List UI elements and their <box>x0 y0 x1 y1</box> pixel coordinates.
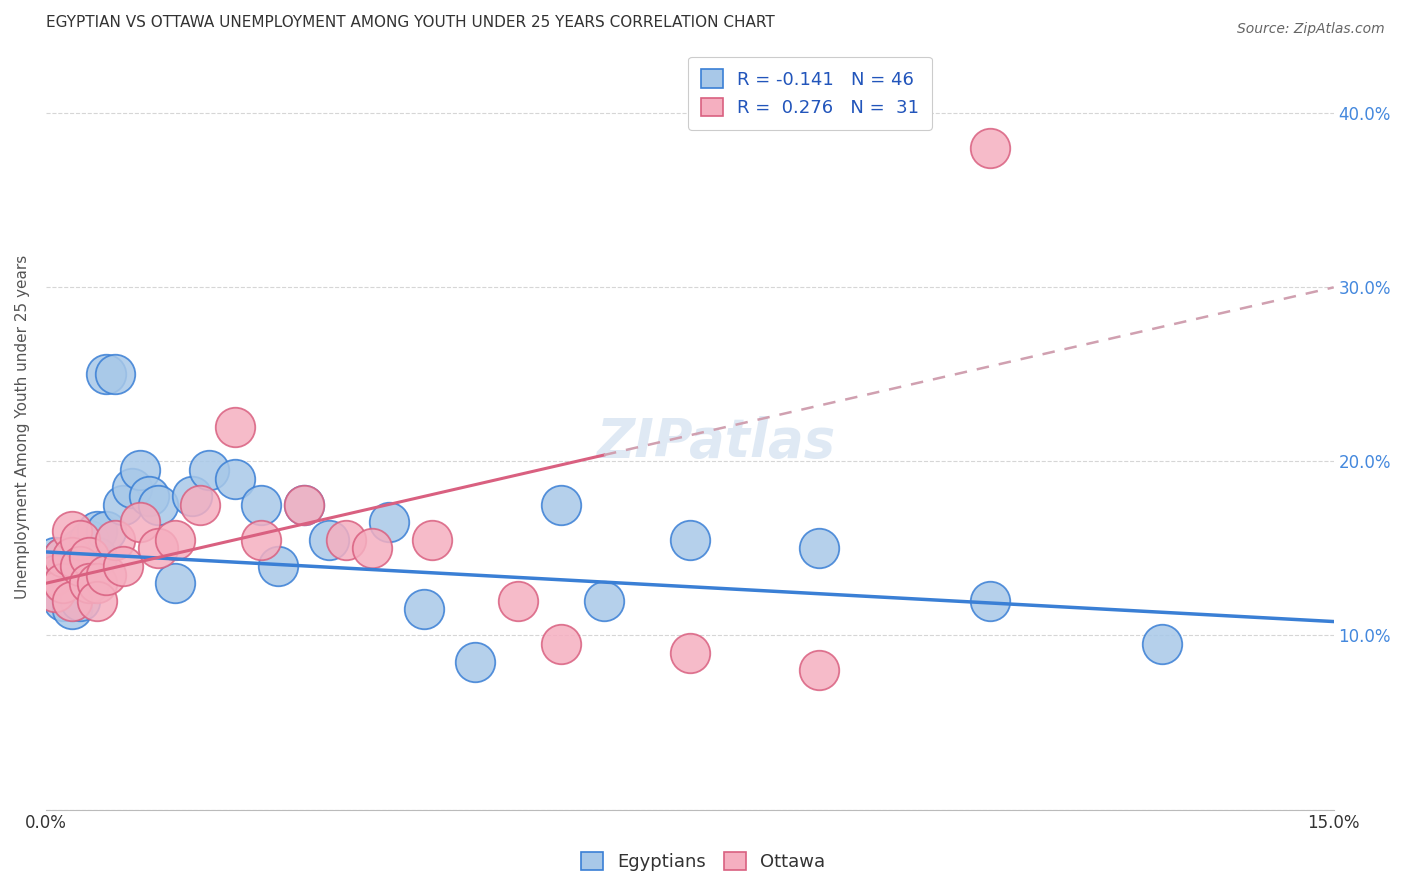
Point <box>104 533 127 547</box>
Point <box>112 498 135 512</box>
Point <box>550 498 572 512</box>
Point <box>77 533 100 547</box>
Point <box>679 646 702 660</box>
Point <box>69 558 91 573</box>
Point <box>163 576 186 591</box>
Point <box>198 463 221 477</box>
Point <box>508 593 530 607</box>
Point <box>979 593 1001 607</box>
Point <box>44 550 66 565</box>
Point <box>86 550 108 565</box>
Point <box>335 533 357 547</box>
Point <box>60 593 83 607</box>
Point <box>60 593 83 607</box>
Point <box>224 472 246 486</box>
Point <box>60 567 83 582</box>
Point <box>69 593 91 607</box>
Point <box>112 558 135 573</box>
Point <box>44 567 66 582</box>
Point <box>224 419 246 434</box>
Point <box>69 576 91 591</box>
Point <box>44 567 66 582</box>
Point <box>52 550 75 565</box>
Text: ZIPatlas: ZIPatlas <box>596 416 835 468</box>
Point <box>69 541 91 556</box>
Point <box>550 637 572 651</box>
Point <box>464 655 486 669</box>
Point <box>52 593 75 607</box>
Text: EGYPTIAN VS OTTAWA UNEMPLOYMENT AMONG YOUTH UNDER 25 YEARS CORRELATION CHART: EGYPTIAN VS OTTAWA UNEMPLOYMENT AMONG YO… <box>46 15 775 30</box>
Point <box>77 550 100 565</box>
Point <box>60 524 83 538</box>
Point <box>94 524 117 538</box>
Point <box>292 498 315 512</box>
Point <box>361 541 384 556</box>
Point <box>60 558 83 573</box>
Point <box>249 498 271 512</box>
Legend: R = -0.141   N = 46, R =  0.276   N =  31: R = -0.141 N = 46, R = 0.276 N = 31 <box>689 56 932 129</box>
Point <box>60 602 83 616</box>
Point <box>86 576 108 591</box>
Point <box>146 541 169 556</box>
Point <box>77 576 100 591</box>
Point <box>44 585 66 599</box>
Point <box>593 593 616 607</box>
Point <box>979 141 1001 155</box>
Point <box>1150 637 1173 651</box>
Point <box>138 489 160 503</box>
Point <box>44 585 66 599</box>
Point <box>94 567 117 582</box>
Point <box>52 576 75 591</box>
Point <box>412 602 434 616</box>
Point <box>267 558 290 573</box>
Point <box>163 533 186 547</box>
Point <box>378 516 401 530</box>
Text: Source: ZipAtlas.com: Source: ZipAtlas.com <box>1237 22 1385 37</box>
Point <box>807 541 830 556</box>
Point <box>318 533 340 547</box>
Point <box>180 489 202 503</box>
Point <box>420 533 443 547</box>
Point <box>104 368 127 382</box>
Y-axis label: Unemployment Among Youth under 25 years: Unemployment Among Youth under 25 years <box>15 254 30 599</box>
Point <box>52 567 75 582</box>
Point <box>807 663 830 677</box>
Point <box>69 533 91 547</box>
Point <box>94 368 117 382</box>
Point <box>77 576 100 591</box>
Point <box>129 516 152 530</box>
Point <box>60 550 83 565</box>
Point <box>679 533 702 547</box>
Point <box>190 498 212 512</box>
Point <box>69 558 91 573</box>
Point <box>129 463 152 477</box>
Point <box>52 550 75 565</box>
Point <box>86 593 108 607</box>
Point <box>77 550 100 565</box>
Point <box>292 498 315 512</box>
Point <box>86 524 108 538</box>
Point <box>146 498 169 512</box>
Point <box>52 576 75 591</box>
Legend: Egyptians, Ottawa: Egyptians, Ottawa <box>574 845 832 879</box>
Point <box>60 585 83 599</box>
Point <box>249 533 271 547</box>
Point <box>121 481 143 495</box>
